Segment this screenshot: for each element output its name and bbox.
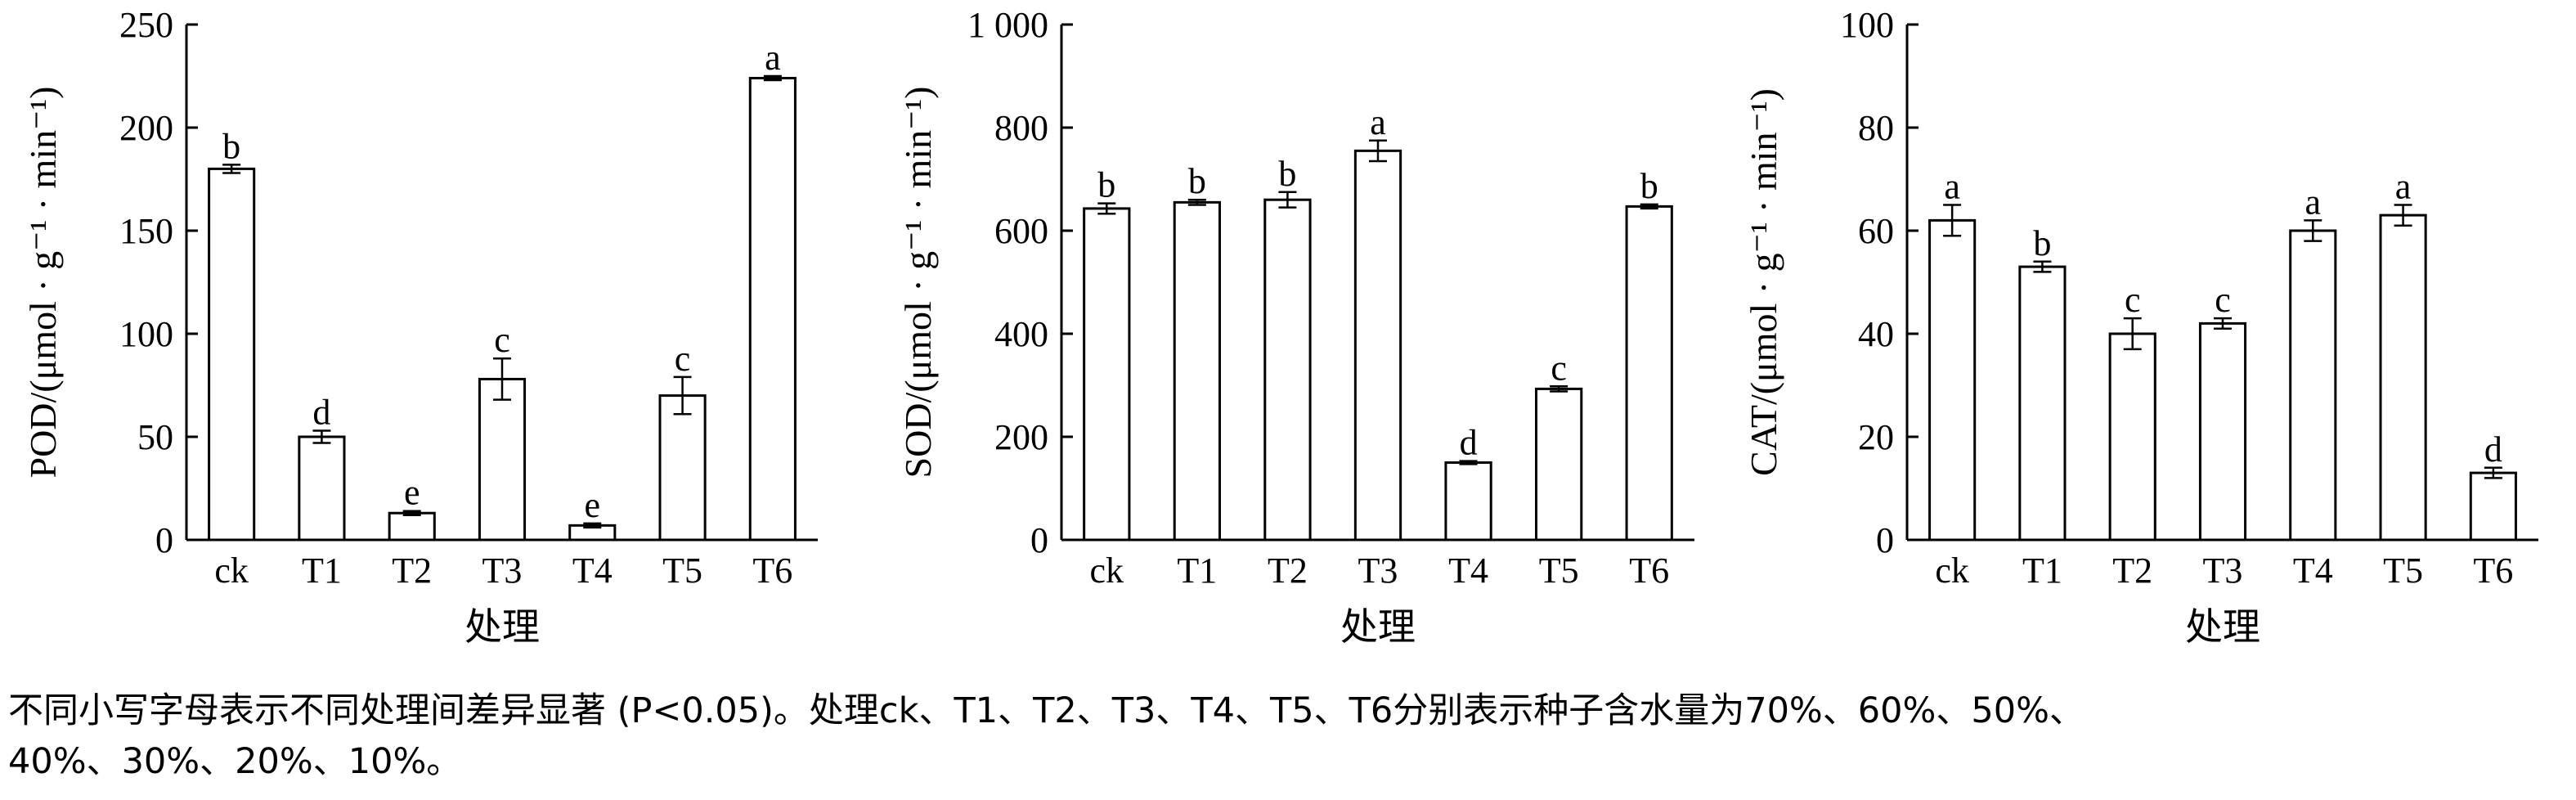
- significance-letter: b: [1640, 166, 1658, 206]
- x-tick-label: T1: [302, 551, 342, 591]
- x-tick-label: T1: [1177, 551, 1217, 591]
- significance-letter: b: [1278, 154, 1296, 194]
- chart-panel-2: 0 200 400 600 800 1 000 b ck b T1 b T2 a T3 d T4 c T5 b T6 处…: [897, 5, 1694, 649]
- significance-letter: d: [312, 392, 330, 432]
- significance-letter: b: [1097, 165, 1115, 205]
- bar-T5: [2379, 213, 2427, 542]
- significance-letter: a: [1944, 167, 1960, 207]
- y-tick-label: 20: [1858, 417, 1894, 457]
- y-tick-label: 100: [119, 314, 173, 354]
- y-tick-label: 0: [1030, 520, 1048, 560]
- x-axis-title: 处理: [2185, 604, 2260, 649]
- bar-T6: [748, 77, 797, 542]
- x-tick-label: T3: [2203, 551, 2243, 591]
- y-tick-label: 50: [137, 417, 173, 457]
- bar-T2: [2108, 332, 2156, 542]
- x-tick-label: T2: [2112, 551, 2152, 591]
- bar-ck: [1928, 218, 1977, 542]
- y-tick-label: 200: [994, 417, 1048, 457]
- significance-letter: c: [675, 339, 691, 379]
- y-tick-label: 0: [1876, 520, 1894, 560]
- y-tick-label: 0: [155, 520, 173, 560]
- significance-letter: a: [2305, 182, 2322, 222]
- y-tick-label: 400: [994, 314, 1048, 354]
- x-tick-label: T5: [2383, 551, 2423, 591]
- x-tick-label: ck: [214, 551, 249, 591]
- significance-letter: b: [222, 126, 240, 166]
- significance-letter: a: [2395, 167, 2412, 207]
- x-tick-label: T2: [1268, 551, 1308, 591]
- y-axis-title: SOD/(μmol · g⁻¹ · min⁻¹): [897, 86, 939, 478]
- bar-T2: [388, 511, 436, 542]
- bar-T1: [298, 435, 346, 542]
- significance-letter: a: [1370, 102, 1386, 142]
- significance-letter: a: [765, 38, 781, 78]
- bar-T1: [2018, 265, 2067, 542]
- y-tick-label: 250: [119, 5, 173, 45]
- bar-T3: [2198, 321, 2247, 542]
- significance-letter: e: [585, 485, 601, 525]
- caption-line-2: 40%、30%、20%、10%。: [8, 741, 462, 782]
- y-tick-label: 80: [1858, 108, 1894, 148]
- x-tick-label: ck: [1935, 551, 1969, 591]
- significance-letter: c: [494, 320, 510, 360]
- y-tick-label: 600: [994, 211, 1048, 251]
- bar-T5: [1535, 387, 1583, 542]
- y-tick-label: 800: [994, 108, 1048, 148]
- bar-ck: [1083, 207, 1131, 542]
- figure-caption: 不同小写字母表示不同处理间差异显著 (P<0.05)。处理ck、T1、T2、T3…: [8, 685, 2560, 787]
- x-tick-label: T2: [392, 551, 432, 591]
- x-tick-label: T6: [752, 551, 792, 591]
- y-axis-title: POD/(μmol · g⁻¹ · min⁻¹): [22, 86, 64, 478]
- significance-letter: d: [2484, 429, 2502, 470]
- caption-line-1: 不同小写字母表示不同处理间差异显著 (P<0.05)。处理ck、T1、T2、T3…: [8, 690, 2085, 731]
- significance-letter: c: [2215, 280, 2231, 320]
- x-tick-label: T1: [2022, 551, 2062, 591]
- x-axis-title: 处理: [464, 604, 540, 649]
- charts-figure: 050100150200250bckdT1eT2cT3eT4cT5aT6处理PO…: [22, 5, 2538, 649]
- x-tick-label: T4: [2293, 551, 2333, 591]
- chart-panel-1: 0 50 100 150 200 250 b ck d T1 e T2 c T3 e T4 c T5 a T6 处理 PO…: [22, 5, 818, 649]
- x-tick-label: T3: [1358, 551, 1398, 591]
- chart-panel-3: 0 20 40 60 80 100 a ck b T1 c T2 c T3 a T4 a T5 d T6 处理 CAT/(…: [1743, 5, 2538, 649]
- x-tick-label: T5: [662, 551, 702, 591]
- bar-T2: [1263, 198, 1312, 542]
- x-tick-label: T4: [1448, 551, 1488, 591]
- bar-T6: [1625, 204, 1673, 542]
- x-axis-title: 处理: [1340, 604, 1416, 649]
- significance-letter: b: [1188, 161, 1206, 201]
- y-tick-label: 100: [1840, 5, 1894, 45]
- significance-letter: c: [2125, 280, 2141, 320]
- bar-T4: [1444, 461, 1492, 542]
- x-tick-label: ck: [1090, 551, 1124, 591]
- y-tick-label: 200: [119, 108, 173, 148]
- x-tick-label: T6: [1629, 551, 1669, 591]
- bar-T3: [478, 377, 527, 542]
- x-tick-label: T3: [482, 551, 523, 591]
- significance-letter: d: [1460, 423, 1478, 463]
- x-tick-label: T6: [2473, 551, 2513, 591]
- y-axis-title: CAT/(μmol · g⁻¹ · min⁻¹): [1743, 88, 1784, 476]
- bar-T3: [1353, 149, 1402, 542]
- y-tick-label: 1 000: [967, 5, 1048, 45]
- y-tick-label: 60: [1858, 211, 1894, 251]
- bar-T5: [658, 394, 707, 542]
- bar-T1: [1173, 200, 1221, 542]
- significance-letter: b: [2033, 223, 2051, 263]
- x-tick-label: T5: [1539, 551, 1579, 591]
- significance-letter: e: [404, 473, 420, 513]
- bar-T4: [2289, 229, 2337, 542]
- y-tick-label: 40: [1858, 314, 1894, 354]
- bar-T6: [2469, 471, 2517, 542]
- x-tick-label: T4: [572, 551, 613, 591]
- significance-letter: c: [1551, 348, 1567, 388]
- bar-ck: [208, 167, 256, 542]
- y-tick-label: 150: [119, 211, 173, 251]
